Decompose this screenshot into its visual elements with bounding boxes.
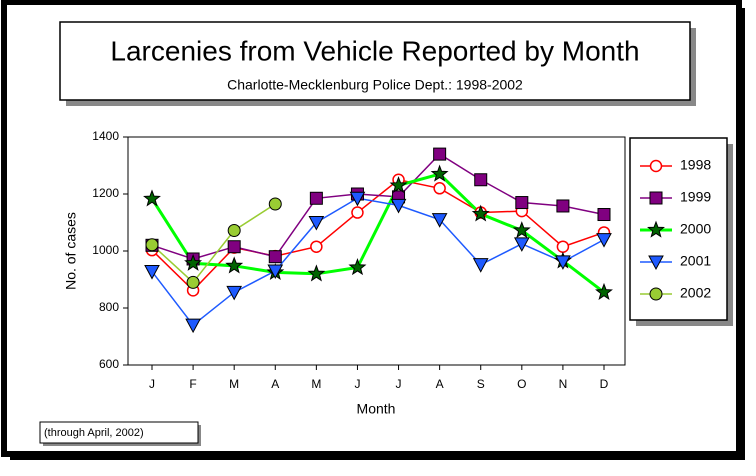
marker: [556, 240, 570, 253]
marker: [471, 204, 490, 222]
marker: [390, 198, 407, 214]
marker: [595, 282, 613, 300]
legend-label: 1998: [680, 157, 711, 173]
marker: [556, 199, 570, 213]
marker: [430, 164, 449, 182]
marker: [309, 191, 323, 205]
legend-label: 2000: [680, 221, 711, 237]
marker: [596, 233, 612, 248]
chart-title: Larcenies from Vehicle Reported by Month: [110, 35, 639, 66]
marker: [184, 253, 203, 271]
series-line: [150, 172, 605, 294]
y-tick-label: 1400: [92, 129, 119, 143]
marker: [268, 197, 282, 211]
chart-subtitle: Charlotte-Mecklenburg Police Dept.: 1998…: [227, 77, 523, 93]
y-tick-label: 600: [99, 357, 119, 371]
marker: [555, 255, 571, 270]
legend-marker: [647, 220, 665, 238]
y-tick-label: 1000: [92, 243, 119, 257]
annotation-box: [39, 421, 199, 444]
series-line: [151, 197, 605, 327]
marker: [472, 258, 489, 273]
marker: [433, 147, 447, 161]
legend-label: 1999: [680, 189, 711, 205]
marker: [348, 258, 367, 276]
marker: [225, 256, 244, 274]
y-tick-label: 800: [99, 300, 119, 314]
marker: [186, 275, 200, 289]
x-tick-label: S: [477, 377, 485, 391]
legend-marker: [649, 159, 663, 173]
marker: [267, 264, 284, 280]
y-tick-label: 1200: [92, 186, 119, 200]
x-tick-label: M: [229, 377, 239, 391]
marker: [351, 206, 364, 219]
marker: [145, 238, 159, 252]
marker: [431, 213, 448, 228]
legend-label: 2001: [680, 253, 711, 269]
x-tick-label: A: [436, 377, 444, 391]
marker: [227, 240, 241, 254]
annotation: (through April, 2002): [44, 427, 144, 439]
series-line: [151, 203, 276, 284]
marker: [310, 240, 323, 253]
marker: [513, 237, 530, 252]
x-tick-label: M: [311, 377, 321, 391]
marker: [515, 196, 529, 210]
legend-marker: [649, 191, 663, 205]
marker: [512, 221, 531, 239]
marker: [597, 208, 611, 222]
legend-marker: [649, 287, 663, 301]
legend-marker: [648, 255, 664, 271]
x-axis-label: Month: [357, 401, 396, 417]
series-line: [151, 153, 605, 260]
title-box: [59, 21, 691, 101]
marker: [474, 173, 488, 187]
x-tick-label: O: [517, 377, 526, 391]
y-axis-label: No. of cases: [63, 212, 79, 290]
x-tick-label: N: [559, 377, 568, 391]
x-tick-label: A: [271, 377, 279, 391]
marker: [389, 176, 408, 194]
marker: [307, 264, 326, 282]
marker: [144, 265, 160, 280]
marker: [143, 189, 161, 207]
x-tick-label: J: [149, 377, 155, 391]
x-tick-label: D: [600, 377, 609, 391]
marker: [226, 285, 243, 301]
legend-label: 2002: [680, 285, 711, 301]
marker: [433, 182, 446, 195]
x-tick-label: J: [354, 377, 360, 391]
marker: [268, 250, 282, 264]
x-tick-label: F: [189, 377, 196, 391]
marker: [349, 191, 366, 207]
marker: [185, 318, 201, 334]
x-tick-label: J: [396, 377, 402, 391]
marker: [308, 216, 325, 231]
marker: [227, 223, 241, 237]
